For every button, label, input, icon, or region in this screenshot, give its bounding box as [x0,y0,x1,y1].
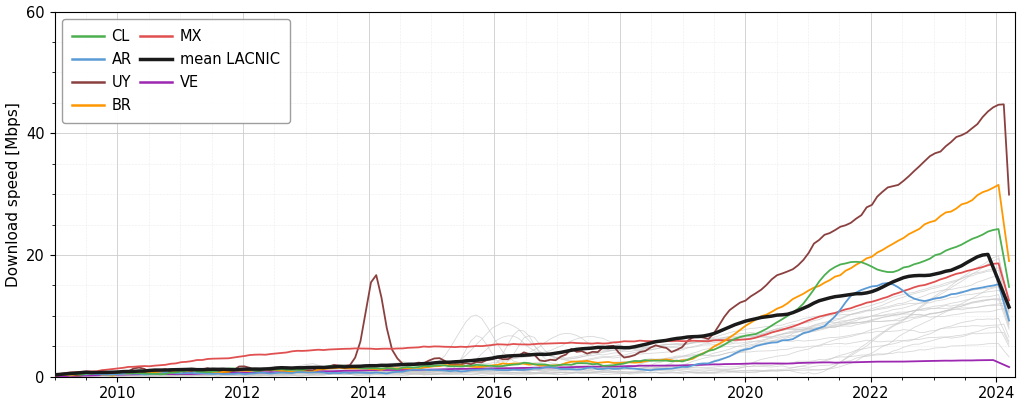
Y-axis label: Download speed [Mbps]: Download speed [Mbps] [5,102,20,287]
Legend: CL, AR, UY, BR, MX, mean LACNIC, VE, : CL, AR, UY, BR, MX, mean LACNIC, VE, [61,19,290,123]
